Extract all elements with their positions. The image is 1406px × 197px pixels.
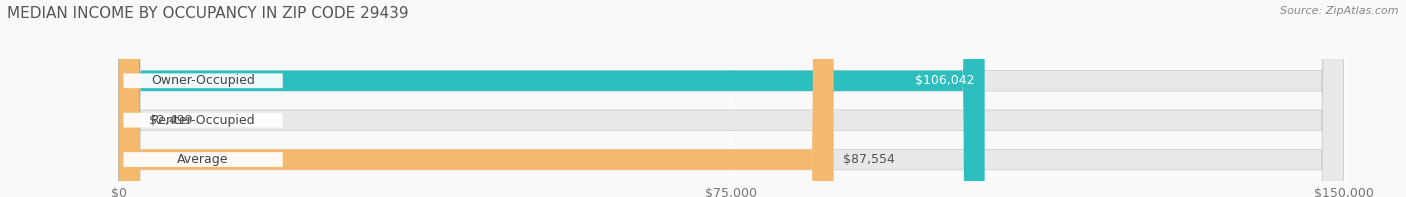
FancyBboxPatch shape <box>118 0 1344 197</box>
FancyBboxPatch shape <box>124 113 283 127</box>
FancyBboxPatch shape <box>118 0 139 197</box>
Text: Owner-Occupied: Owner-Occupied <box>152 74 254 87</box>
Text: Source: ZipAtlas.com: Source: ZipAtlas.com <box>1281 6 1399 16</box>
Text: Average: Average <box>177 153 229 166</box>
Text: $87,554: $87,554 <box>844 153 896 166</box>
Text: $106,042: $106,042 <box>915 74 974 87</box>
FancyBboxPatch shape <box>118 0 1344 197</box>
FancyBboxPatch shape <box>118 0 1344 197</box>
Text: Renter-Occupied: Renter-Occupied <box>150 114 256 127</box>
FancyBboxPatch shape <box>118 0 834 197</box>
FancyBboxPatch shape <box>118 0 984 197</box>
FancyBboxPatch shape <box>124 73 283 88</box>
Text: $2,499: $2,499 <box>149 114 193 127</box>
FancyBboxPatch shape <box>124 152 283 167</box>
Text: MEDIAN INCOME BY OCCUPANCY IN ZIP CODE 29439: MEDIAN INCOME BY OCCUPANCY IN ZIP CODE 2… <box>7 6 409 21</box>
